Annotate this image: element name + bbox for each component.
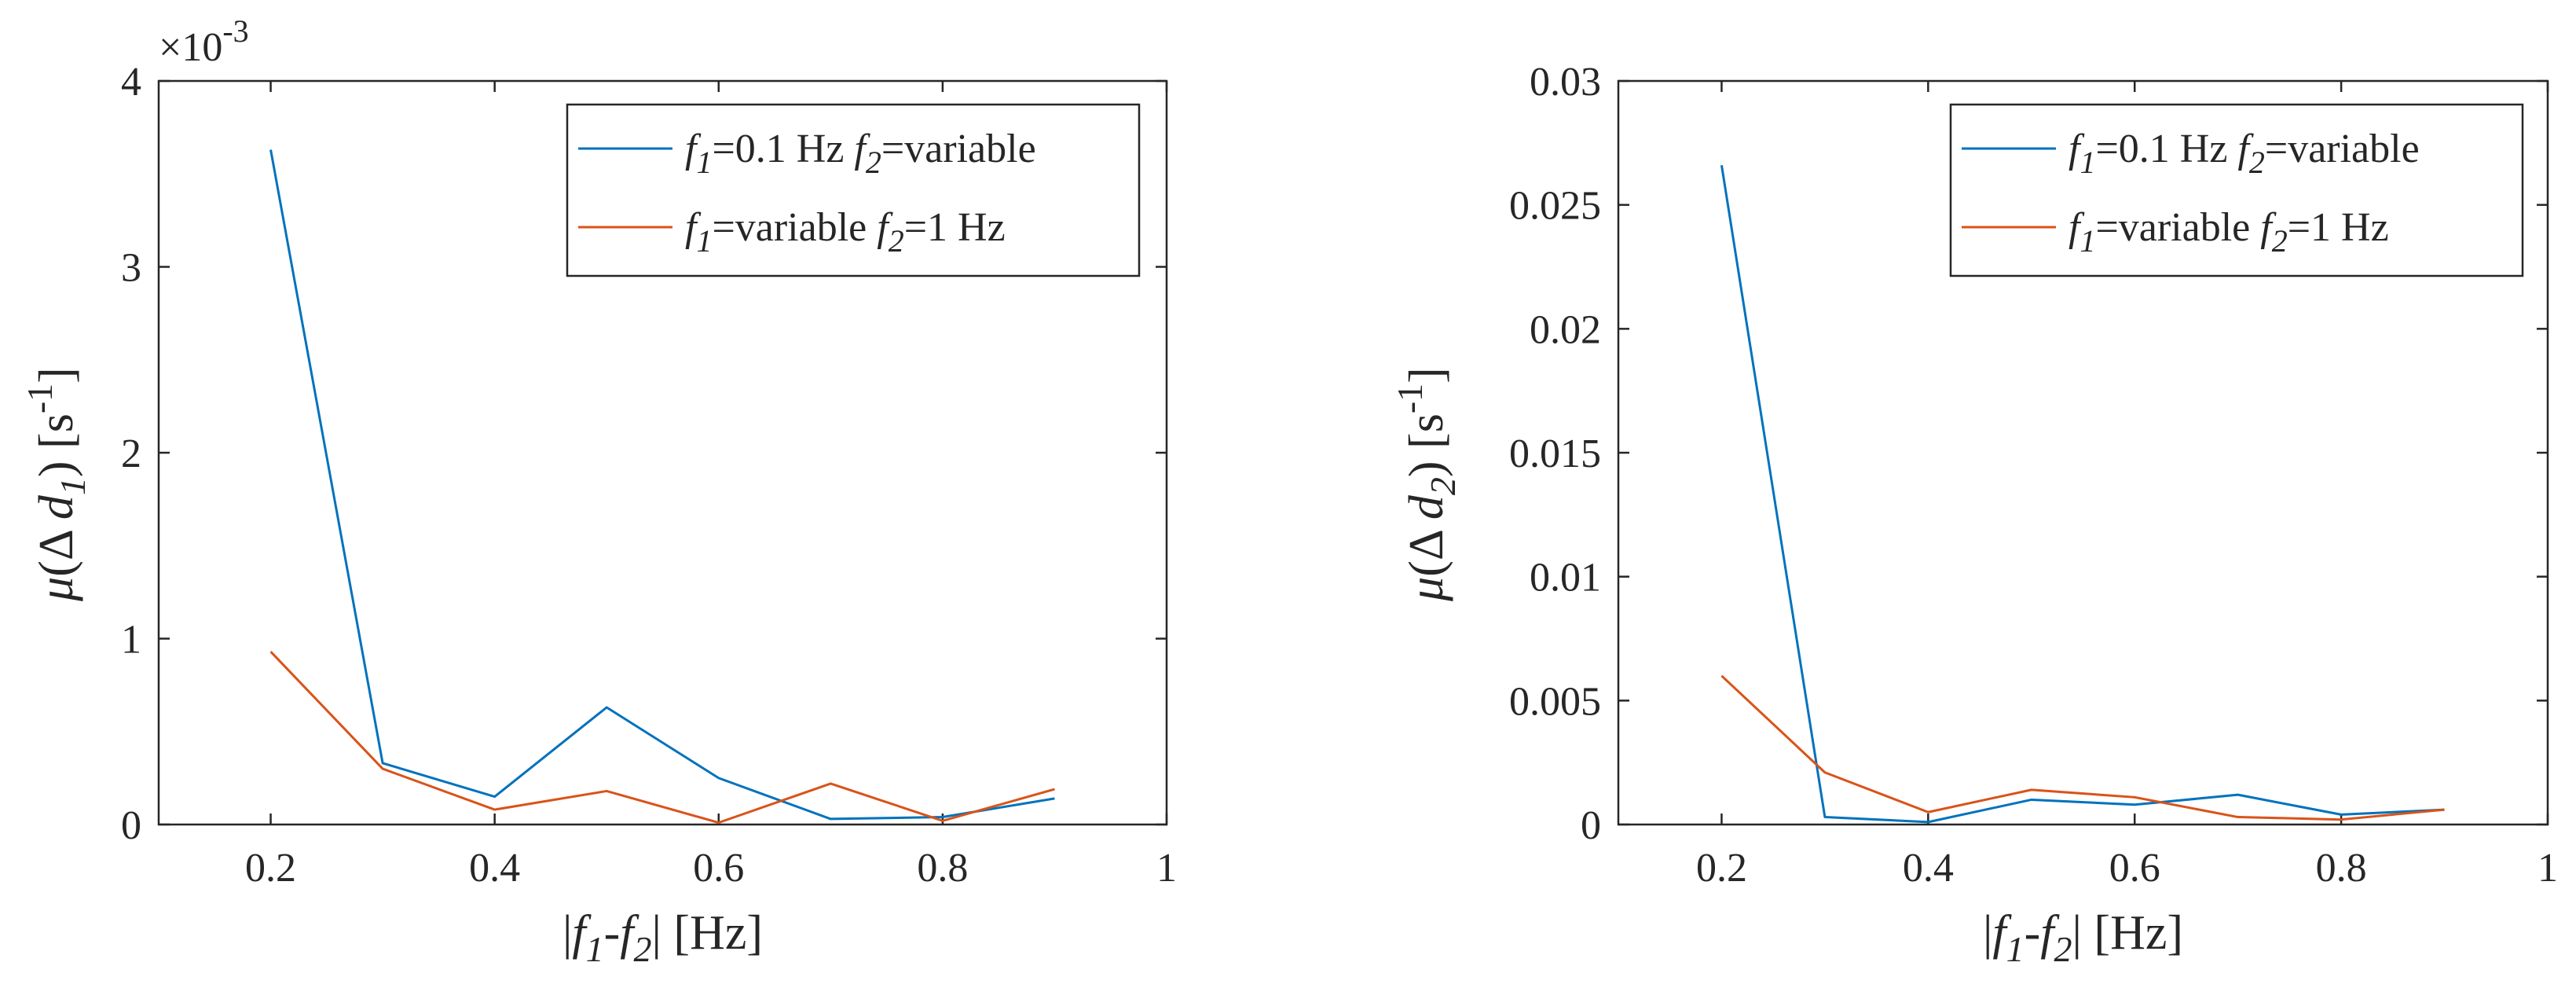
series-line-2 [1720,674,2445,821]
x-tick-label: 1 [1156,846,1177,891]
xlabel-bar: | [1983,906,1992,960]
ylabel-sup: -1 [20,384,60,413]
y-tick-label: 0.02 [1530,307,1601,352]
y-tick-label: 0.03 [1530,60,1601,105]
x-tick-label: 0.8 [917,846,968,891]
x-tick-label: 0.6 [2109,846,2160,891]
x-tick-label: 0.6 [693,846,744,891]
y-tick-label: 1 [121,618,141,663]
legend-text: =variable [712,205,877,250]
legend-text: =variable [881,127,1036,171]
x-tick-label: 0.4 [469,846,520,891]
x-tick-label: 0.2 [245,846,296,891]
xlabel-bar: | [562,906,572,960]
ylabel-mu: μ [1400,577,1453,602]
ylabel-var: d [30,494,83,520]
legend-box [1949,103,2524,277]
ylabel-close: ) [s [30,413,83,477]
xlabel-unit: | [Hz] [2072,906,2184,960]
ylabel-end: ] [30,367,83,384]
series-line-1 [269,149,1055,821]
legend-sub: 2 [866,145,881,180]
ylabel-sub: 1 [53,477,93,495]
ylabel-sub: 2 [1423,477,1463,495]
y-exponent-label: ×10-3 [159,13,249,70]
ylabel-var: d [1400,494,1453,520]
x-tick-label: 0.2 [1696,846,1747,891]
legend-box [566,103,1141,277]
legend-text: =0.1 Hz [712,127,854,171]
xlabel-sub: 2 [634,929,652,969]
ylabel-sup: -1 [1390,384,1430,413]
series-line-2 [269,651,1055,825]
legend-label-2: f1=variable f2=1 Hz [685,205,1006,259]
legend-sub: 2 [889,223,904,259]
legend-text: =0.1 Hz [2095,127,2237,171]
exponent-base: ×10 [159,25,222,70]
y-tick-label: 4 [121,60,141,105]
legend: f1=0.1 Hz f2=variable f1=variable f2=1 Hz [1949,103,2524,277]
ylabel-end: ] [1400,367,1453,384]
series-line-1 [1720,164,2445,824]
legend-label-1: f1=0.1 Hz f2=variable [2068,127,2420,180]
legend-sub: 2 [2249,145,2265,180]
legend-sub: 1 [2079,223,2095,259]
xlabel-dash: - [604,906,621,960]
legend-label-2: f1=variable f2=1 Hz [2068,205,2389,259]
x-tick-label: 1 [2538,846,2558,891]
legend-sub: 1 [696,223,712,259]
y-tick-label: 0 [121,803,141,848]
y-tick-label: 0.01 [1530,556,1601,601]
y-tick-label: 0.005 [1509,679,1601,724]
ylabel-close: ) [s [1400,413,1453,477]
xlabel-sub: 1 [2006,929,2025,969]
legend-text: =variable [2095,205,2260,250]
y-tick-label: 2 [121,432,141,476]
legend-sub: 1 [2079,145,2095,180]
xlabel-sub: 1 [586,929,604,969]
y-axis-label: μ(Δ d1) [s-1] [20,367,93,602]
y-tick-label: 0 [1581,803,1601,848]
legend-sub: 1 [696,145,712,180]
x-axis-label: |f1-f2| [Hz] [562,906,763,969]
legend-sub: 2 [2272,223,2288,259]
exponent-power: -3 [222,13,248,49]
ylabel-mu: μ [30,577,83,602]
y-tick-label: 0.015 [1509,432,1601,476]
xlabel-dash: - [2025,906,2041,960]
chart-2: 0.2 0.4 0.6 0.8 1 0 0.005 0.01 0.015 0.02 0.025 0.0… [1390,60,2558,969]
x-tick-label: 0.8 [2316,846,2367,891]
y-tick-label: 3 [121,246,141,291]
x-axis-label: |f1-f2| [Hz] [1983,906,2183,969]
ylabel-open: (Δ [30,520,83,577]
legend-text: =1 Hz [2288,205,2389,250]
y-axis-label: μ(Δ d2) [s-1] [1390,367,1463,602]
y-tick-label: 0.025 [1509,184,1601,229]
xlabel-sub: 2 [2054,929,2072,969]
legend-text: =1 Hz [904,205,1006,250]
ylabel-open: (Δ [1400,520,1453,577]
legend-text: =variable [2265,127,2420,171]
x-tick-label: 0.4 [1903,846,1954,891]
xlabel-unit: | [Hz] [652,906,764,960]
